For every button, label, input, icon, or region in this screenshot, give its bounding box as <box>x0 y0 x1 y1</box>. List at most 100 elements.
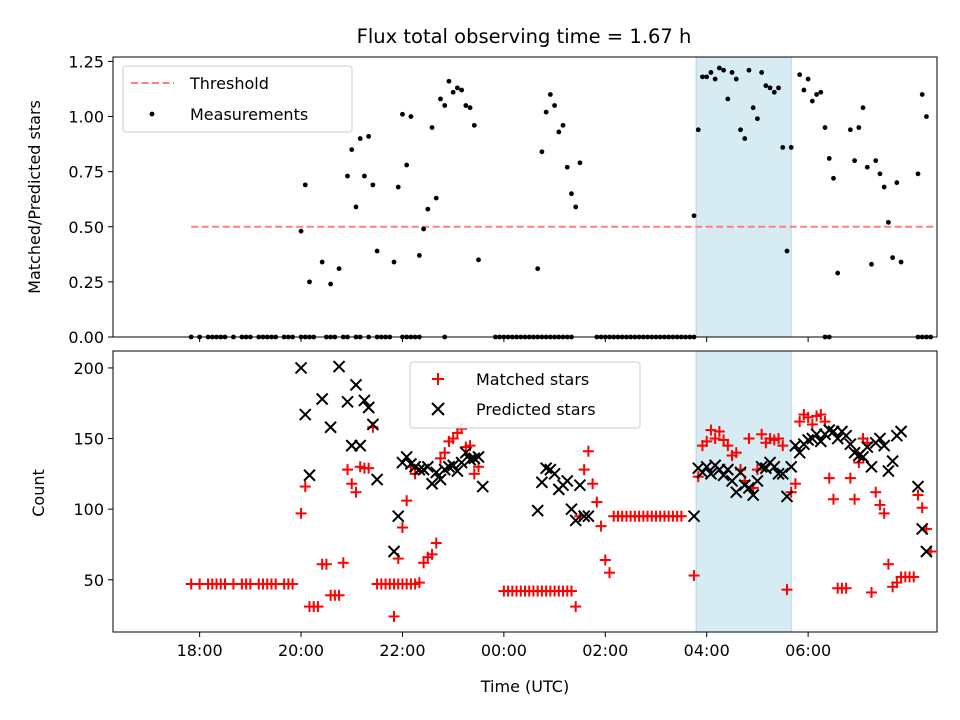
matched-star-point <box>849 493 861 505</box>
top-highlight-window <box>695 56 792 338</box>
predicted-star-point <box>476 480 489 493</box>
predicted-star-point <box>755 460 768 473</box>
predicted-star-point <box>434 473 447 486</box>
matched-star-point <box>582 445 594 457</box>
predicted-star-point <box>856 450 870 464</box>
measurement-point <box>881 184 887 190</box>
matched-star-point <box>413 577 425 589</box>
matched-star-point <box>806 418 818 430</box>
x-tick-label: 00:00 <box>481 641 527 660</box>
measurement-point <box>746 67 752 73</box>
matched-star-point <box>295 507 307 519</box>
measurement-point <box>416 253 422 258</box>
legend-matched-swatch <box>432 373 444 385</box>
y-tick-label: 0.25 <box>68 273 104 292</box>
x-tick-label: 04:00 <box>684 641 730 660</box>
legend-measurements-swatch <box>149 111 155 117</box>
predicted-star-point <box>717 469 730 482</box>
predicted-star-point <box>582 510 595 523</box>
y-tick-label: 50 <box>84 571 104 590</box>
predicted-star-point <box>413 463 426 476</box>
matched-star-point <box>874 499 886 511</box>
measurement-point <box>776 85 781 91</box>
bottom-y-axis-ticks: 50 100 150 200 <box>73 359 113 590</box>
measurement-point <box>801 87 807 93</box>
measurement-point <box>763 83 769 89</box>
measurement-point <box>856 125 862 130</box>
measurement-point <box>471 122 477 128</box>
matched-star-point <box>342 464 354 476</box>
matched-star-point <box>891 577 903 589</box>
matched-star-point <box>434 452 446 464</box>
measurement-point <box>847 127 853 133</box>
predicted-star-point <box>430 466 443 479</box>
matched-star-point <box>794 416 806 428</box>
measurement-point <box>446 78 452 84</box>
measurement-point <box>463 103 469 108</box>
predicted-star-point <box>577 510 591 523</box>
predicted-star-point <box>362 401 375 414</box>
matched-star-point <box>595 520 607 532</box>
measurement-point <box>738 127 743 133</box>
predicted-star-point <box>349 378 363 392</box>
predicted-star-point <box>539 461 553 475</box>
predicted-star-point <box>873 432 887 445</box>
measurement-point <box>547 92 553 97</box>
legend-predicted-label: Predicted stars <box>476 400 596 419</box>
top-y-axis-ticks: 0.00 0.25 0.50 0.75 1.00 1.25 <box>68 52 113 347</box>
matched-star-point <box>350 486 362 498</box>
x-tick-label: 22:00 <box>379 641 425 660</box>
measurement-point <box>421 226 426 232</box>
predicted-star-point <box>531 504 544 517</box>
matched-star-point <box>802 411 814 423</box>
measurement-point <box>438 96 443 102</box>
y-tick-label: 1.00 <box>68 108 104 127</box>
predicted-star-point <box>920 545 933 558</box>
matched-star-point <box>823 472 835 484</box>
y-tick-label: 150 <box>73 430 104 449</box>
top-panel: 0.00 0.25 0.50 0.75 1.00 1.25 Matched/Predict… <box>25 52 938 347</box>
matched-star-point <box>781 584 793 596</box>
predicted-star-point <box>332 360 346 373</box>
measurement-point <box>898 259 904 265</box>
measurement-point <box>852 158 857 164</box>
bottom-legend-box <box>409 361 641 429</box>
matched-star-point <box>591 496 603 508</box>
bottom-y-axis-label: Count <box>29 469 48 517</box>
matched-star-point <box>878 507 890 519</box>
predicted-star-point <box>793 446 806 459</box>
bottom-legend: Matched stars Predicted stars <box>409 361 641 429</box>
measurement-point <box>805 76 811 82</box>
measurement-point <box>767 85 773 91</box>
measurement-point <box>319 259 325 265</box>
measurement-point <box>577 160 583 166</box>
measurement-point <box>691 213 697 219</box>
predicted-star-point <box>780 490 794 503</box>
matched-star-point <box>468 468 480 480</box>
matched-star-point <box>418 557 430 569</box>
measurement-point <box>700 74 705 80</box>
measurement-point <box>894 180 900 186</box>
matched-star-point <box>604 567 616 579</box>
predicted-star-point <box>472 450 485 464</box>
matched-star-point <box>882 558 894 570</box>
predicted-star-point <box>861 440 874 454</box>
measurement-point <box>729 70 735 75</box>
matched-star-point <box>916 502 928 514</box>
measurement-point <box>708 70 714 75</box>
matched-star-point <box>840 582 852 594</box>
predicted-star-point <box>468 452 481 465</box>
measurement-point <box>919 92 925 97</box>
measurement-point <box>391 259 397 265</box>
predicted-star-point <box>370 473 384 486</box>
measurement-point <box>569 191 574 197</box>
legend-threshold-label: Threshold <box>189 74 269 93</box>
legend-measurements-label: Measurements <box>190 105 308 124</box>
measurement-point <box>924 114 929 119</box>
measurement-point <box>307 279 312 285</box>
x-tick-label: 02:00 <box>582 641 628 660</box>
measurement-point <box>725 96 731 102</box>
matched-star-point <box>827 493 839 505</box>
predicted-star-point <box>865 460 878 473</box>
